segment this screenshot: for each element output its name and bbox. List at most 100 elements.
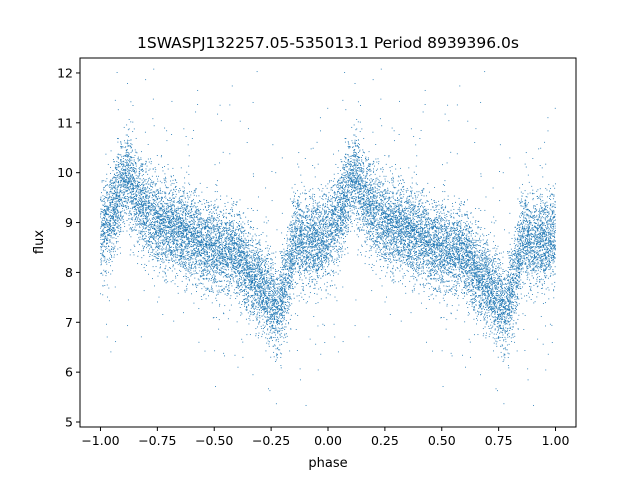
data-point — [350, 184, 352, 186]
data-point — [550, 219, 552, 221]
data-point — [434, 220, 436, 222]
data-point — [167, 219, 169, 221]
data-point — [260, 269, 262, 271]
data-point — [502, 361, 504, 362]
data-point — [538, 227, 540, 229]
data-point — [269, 273, 271, 275]
data-point — [194, 253, 195, 255]
data-point — [293, 229, 295, 231]
data-point — [406, 235, 408, 237]
data-point — [449, 260, 451, 262]
data-point — [198, 308, 200, 310]
data-point — [429, 219, 431, 221]
data-point — [370, 196, 371, 198]
data-point — [262, 278, 263, 280]
data-point — [395, 193, 397, 195]
data-point — [302, 234, 304, 236]
data-point — [253, 305, 255, 307]
data-point — [291, 277, 293, 279]
data-point — [518, 254, 520, 255]
data-point — [538, 242, 540, 244]
data-point — [348, 147, 350, 149]
data-point — [343, 241, 345, 243]
data-point — [343, 213, 345, 215]
data-point — [357, 249, 359, 251]
data-point — [538, 266, 540, 267]
data-point — [119, 191, 121, 193]
data-point — [413, 269, 414, 271]
data-point — [137, 182, 139, 184]
data-point — [231, 285, 233, 287]
data-point — [252, 263, 254, 265]
data-point — [200, 230, 202, 232]
data-point — [192, 238, 194, 239]
data-point — [277, 287, 279, 289]
data-point — [392, 273, 394, 275]
data-point — [519, 226, 521, 228]
data-point — [398, 228, 400, 230]
data-point — [171, 246, 173, 248]
data-point — [385, 201, 387, 203]
data-point — [303, 249, 305, 251]
data-point — [116, 227, 118, 229]
data-point — [379, 232, 381, 234]
data-point — [141, 210, 143, 212]
data-point — [478, 305, 480, 306]
data-point — [334, 226, 336, 228]
data-point — [336, 228, 338, 230]
data-point — [151, 206, 153, 208]
data-point — [334, 258, 336, 260]
data-point — [168, 230, 170, 232]
data-point — [402, 221, 404, 222]
data-point — [212, 243, 214, 245]
data-point — [201, 219, 203, 221]
data-point — [412, 215, 414, 216]
data-point — [131, 174, 133, 176]
data-point — [384, 198, 386, 200]
data-point — [238, 266, 240, 268]
data-point — [397, 242, 399, 244]
data-point — [485, 286, 486, 288]
data-point — [300, 242, 302, 244]
data-point — [180, 217, 182, 219]
data-point — [479, 235, 481, 237]
data-point — [356, 159, 358, 161]
data-point — [348, 217, 350, 219]
data-point — [407, 217, 409, 219]
data-point — [161, 252, 163, 254]
data-point — [454, 262, 456, 264]
data-point — [198, 210, 200, 211]
data-point — [325, 210, 327, 212]
data-point — [298, 265, 300, 267]
data-point — [161, 248, 163, 250]
data-point — [199, 200, 201, 202]
data-point — [527, 202, 529, 204]
data-point — [347, 189, 349, 191]
data-point — [254, 247, 256, 249]
data-point — [406, 200, 408, 201]
data-point — [465, 237, 467, 239]
data-point — [192, 235, 194, 236]
data-point — [435, 242, 437, 244]
data-point — [170, 235, 172, 237]
data-point — [297, 206, 298, 208]
data-point — [320, 240, 322, 242]
data-point — [505, 341, 507, 343]
data-point — [400, 229, 401, 231]
data-point — [372, 131, 374, 133]
data-point — [347, 166, 348, 168]
data-point — [246, 278, 248, 280]
data-point — [257, 286, 259, 288]
data-point — [367, 198, 369, 200]
data-point — [282, 326, 284, 328]
data-point — [512, 301, 513, 303]
data-point — [553, 254, 554, 256]
data-point — [441, 207, 443, 209]
data-point — [547, 240, 549, 242]
data-point — [473, 306, 475, 307]
data-point — [523, 243, 525, 245]
data-point — [175, 247, 177, 249]
data-point — [462, 293, 464, 294]
data-point — [498, 336, 500, 338]
data-point — [254, 278, 255, 280]
